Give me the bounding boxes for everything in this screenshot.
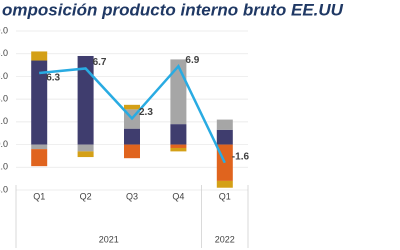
y-tick-label: 0.0 (0, 139, 8, 149)
bar-segment (216, 129, 233, 145)
y-tick-label: 2.0 (0, 116, 8, 126)
y-tick-label: -4.0 (0, 184, 8, 194)
bar-segment (170, 59, 187, 125)
bar-segment (170, 144, 187, 148)
data-label: 2.3 (139, 107, 153, 118)
bar-segment (216, 119, 233, 130)
y-tick-label: 10.0 (0, 25, 8, 35)
x-tick-label: Q3 (126, 191, 138, 201)
bar-segment (31, 149, 48, 167)
bar-segment (170, 147, 187, 152)
x-tick-label: Q1 (33, 191, 45, 201)
chart-title: omposición producto interno bruto EE.UU (2, 0, 344, 19)
data-label: 6.3 (46, 73, 60, 84)
line (39, 63, 226, 164)
group-label: 2021 (99, 234, 119, 244)
y-tick-label: 6.0 (0, 71, 8, 81)
y-tick-label: 4.0 (0, 94, 8, 104)
bar-segment (77, 151, 94, 158)
data-label: 6.7 (93, 57, 107, 68)
bar-segment (31, 144, 48, 150)
x-tick-label: Q2 (80, 191, 92, 201)
y-tick-label: 8.0 (0, 48, 8, 58)
bar-segment (77, 55, 94, 145)
y-tick-label: -2.0 (0, 162, 8, 172)
bar-segment (124, 144, 140, 159)
bar-segment (31, 51, 48, 61)
x-tick-label: Q1 (219, 191, 231, 201)
data-label: -1.6 (232, 151, 250, 162)
bar-segment (124, 128, 140, 145)
bar-segment (216, 180, 233, 188)
bar-segment (77, 144, 94, 152)
x-tick-label: Q4 (172, 191, 184, 201)
bar-segment (170, 124, 187, 145)
bar-segment (124, 104, 140, 110)
data-label: 6.9 (185, 55, 199, 66)
group-label: 2022 (215, 234, 235, 244)
bar-segment (31, 60, 48, 145)
